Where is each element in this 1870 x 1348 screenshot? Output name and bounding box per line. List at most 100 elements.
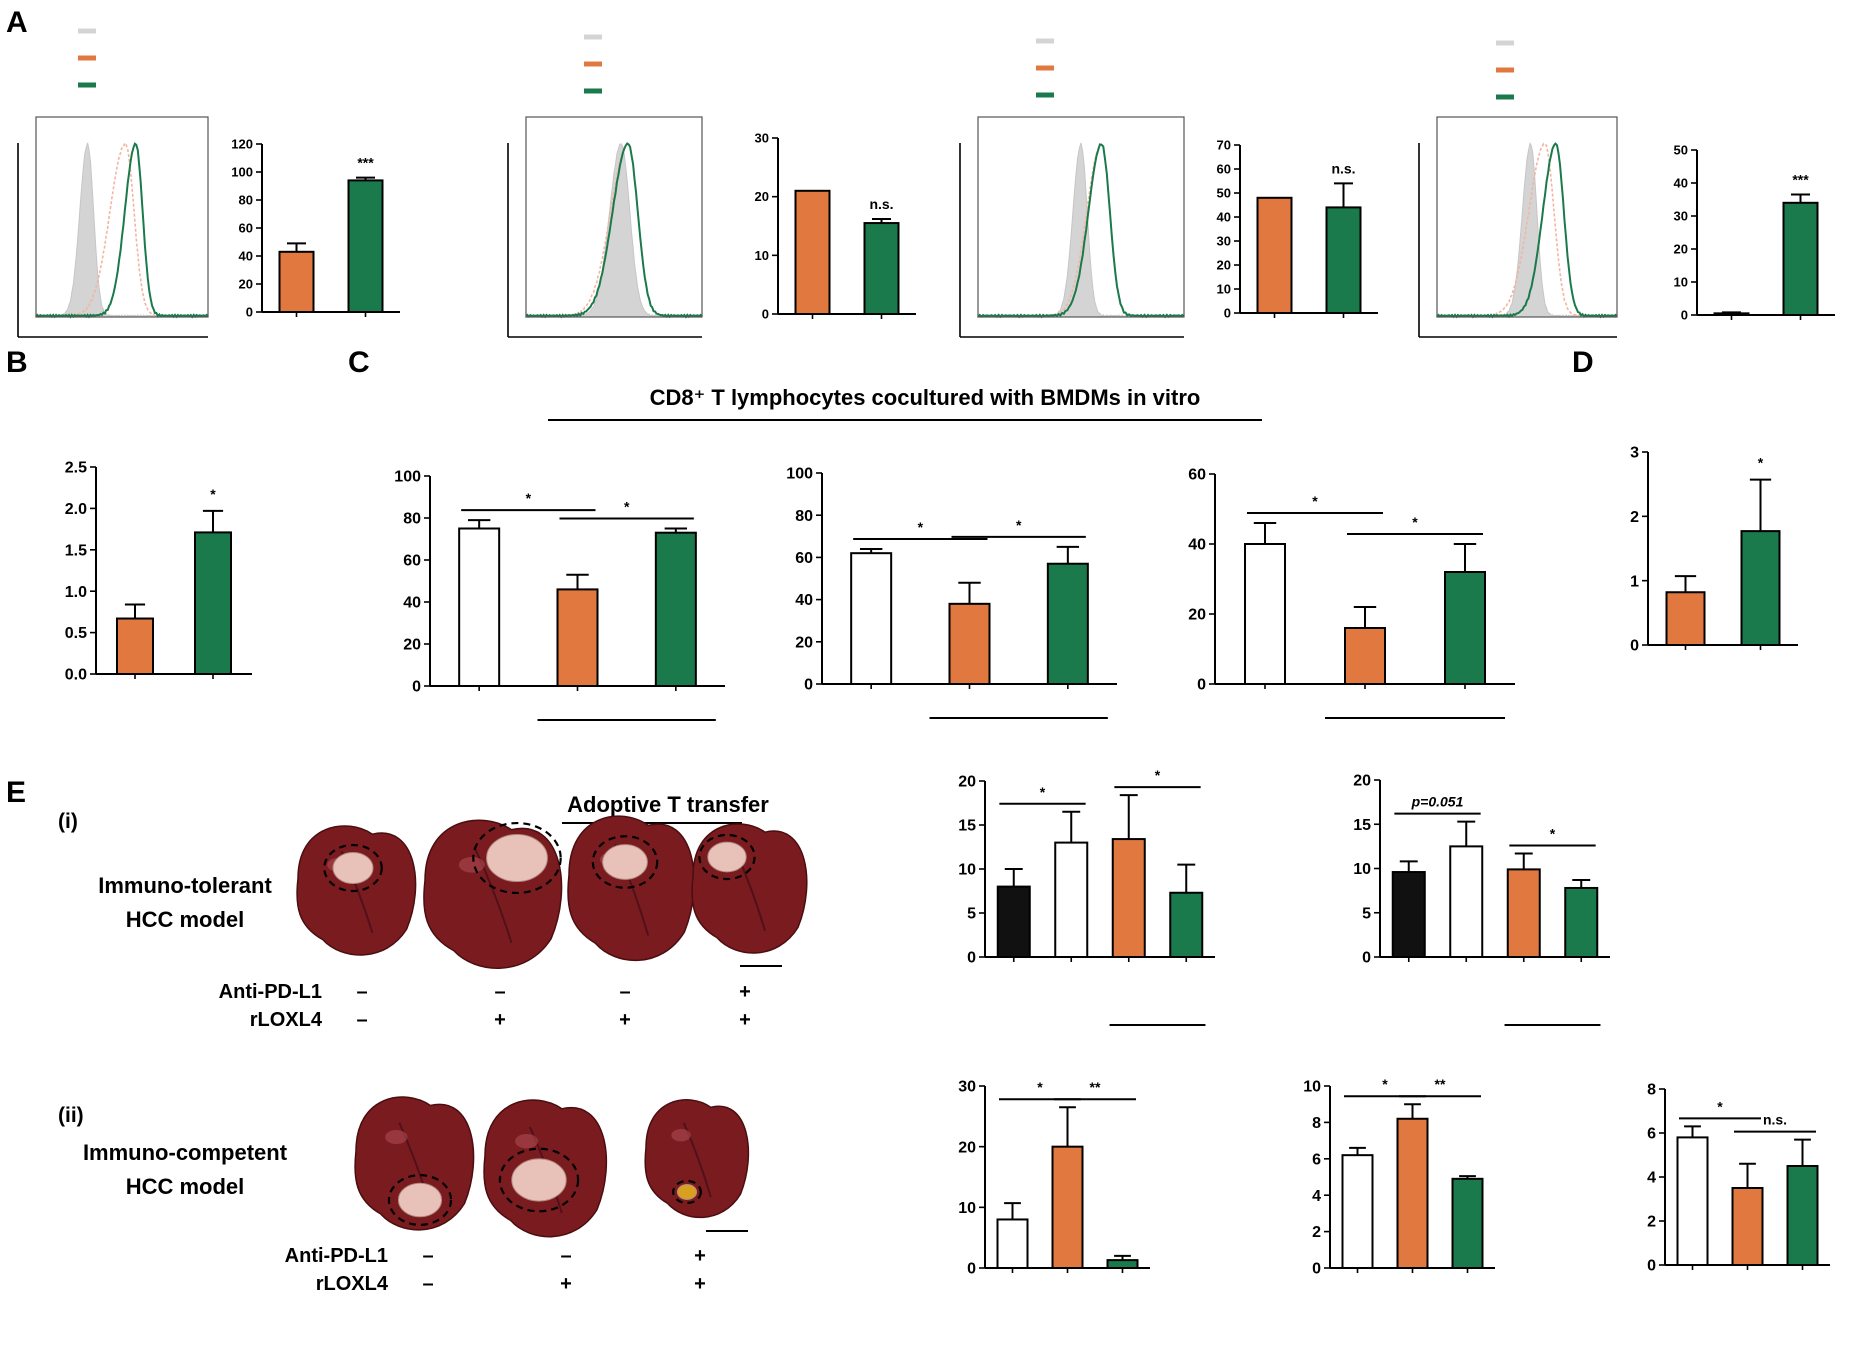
significance-label: * <box>918 519 924 535</box>
y-tick-label: 3 <box>1630 445 1639 462</box>
significance-label: n.s. <box>1331 160 1355 176</box>
significance-label: * <box>1040 784 1046 800</box>
y-tick-label: 60 <box>1217 162 1231 177</box>
significance-label: * <box>1412 514 1418 530</box>
photo-ii-sign-plus: + <box>560 1273 572 1295</box>
y-tick-label: 10 <box>1303 1079 1321 1096</box>
bar-rloxl4 <box>347 179 384 313</box>
y-tick-label: 30 <box>1674 209 1688 224</box>
y-tick-label: 0 <box>246 305 253 320</box>
y-tick-label: 2.5 <box>65 460 87 477</box>
bar-anti-pd-l1 <box>1046 562 1089 685</box>
bar-vehicle <box>1244 543 1286 685</box>
liver-photo-i-2 <box>423 819 563 969</box>
photo-i-sign-minus: – <box>356 1009 367 1031</box>
bar-vehicle <box>794 189 831 315</box>
y-tick-label: 0 <box>967 1261 976 1278</box>
bar-group-2 <box>1740 530 1781 647</box>
bar-rloxl4 <box>863 222 900 315</box>
photo-ii-sign-minus: – <box>422 1245 433 1267</box>
significance-label: p=0.051 <box>1411 794 1464 810</box>
chart-a4: 0 10 20 30 40 50 *** <box>1674 143 1835 323</box>
significance-label: * <box>210 486 216 502</box>
liver-tissue <box>644 1099 750 1219</box>
isotype-histogram <box>1436 141 1618 318</box>
chart-e5: 0 2 4 6 8 * n.s. <box>1647 1082 1830 1275</box>
y-tick-label: 0 <box>1224 306 1231 321</box>
y-tick-label: 20 <box>795 634 813 651</box>
isotype-histogram <box>525 143 703 318</box>
y-tick-label: 60 <box>1188 467 1206 484</box>
y-tick-label: 20 <box>1674 242 1688 257</box>
photo-i-sign-minus: – <box>494 981 505 1003</box>
panel-label-b: B <box>6 346 28 379</box>
y-tick-label: 2.0 <box>65 501 87 518</box>
y-tick-label: 6 <box>1312 1151 1321 1168</box>
y-tick-label: 100 <box>231 165 253 180</box>
y-tick-label: 5 <box>1362 905 1371 922</box>
y-tick-label: 2 <box>1312 1224 1321 1241</box>
y-tick-label: 40 <box>1674 176 1688 191</box>
significance-label: * <box>1717 1098 1723 1114</box>
y-tick-label: 0 <box>967 950 976 967</box>
bar-group-1 <box>996 885 1031 958</box>
tumor-nodule <box>486 833 548 883</box>
histogram-frame <box>525 116 703 318</box>
rloxl4-histogram <box>1436 142 1618 319</box>
bar-group-2 <box>1051 1145 1084 1269</box>
histogram-cd80 <box>959 38 1185 338</box>
y-tick-label: 4 <box>1312 1188 1321 1205</box>
bar-vehicle <box>1344 627 1386 685</box>
bar-group-4 <box>1564 886 1599 958</box>
significance-label: * <box>1758 455 1764 471</box>
significance-label: * <box>1312 493 1318 509</box>
y-tick-label: 0 <box>1312 1261 1321 1278</box>
model-label-tolerant-sub: HCC model <box>126 907 245 932</box>
bar-vehicle <box>116 617 154 675</box>
liver-photo-ii-1 <box>354 1096 475 1231</box>
y-tick-label: 10 <box>1217 282 1231 297</box>
y-tick-label: 50 <box>1674 143 1688 158</box>
y-tick-label: 50 <box>1217 186 1231 201</box>
tumor-outline <box>472 821 562 895</box>
panel-label-e-ii: (ii) <box>58 1104 84 1127</box>
y-tick-label: 80 <box>403 511 421 528</box>
significance-label: * <box>526 490 532 506</box>
photo-i-sign-minus: – <box>619 981 630 1003</box>
bar-group-3 <box>1106 1259 1139 1269</box>
y-tick-label: 0 <box>1630 638 1639 655</box>
significance-label: * <box>624 499 630 515</box>
bar-group-2 <box>1449 845 1484 958</box>
significance-label: * <box>1382 1076 1388 1092</box>
y-tick-label: 120 <box>231 137 253 152</box>
y-tick-label: 30 <box>958 1079 976 1096</box>
chart-d: 0 1 2 3 * <box>1630 445 1798 655</box>
bar-group-3 <box>1506 868 1541 959</box>
significance-label: * <box>1016 517 1022 533</box>
y-tick-label: 0 <box>804 677 813 694</box>
tumor-nodule <box>397 1182 443 1218</box>
photo-ii-sign-minus: – <box>422 1273 433 1295</box>
photo-ii-sign-plus: + <box>694 1273 706 1295</box>
photo-ii-row-antipdl1: Anti-PD-L1 <box>285 1245 388 1267</box>
chart-c2: 0 20 40 60 80 100 * * <box>786 466 1117 719</box>
histogram-pd-l2 <box>507 34 703 338</box>
tumor-outline <box>323 843 383 893</box>
y-tick-label: 1.0 <box>65 584 87 601</box>
panel-label-d: D <box>1572 346 1594 379</box>
y-tick-label: 10 <box>958 862 976 879</box>
liver-photo-ii-3 <box>644 1099 750 1219</box>
y-tick-label: 10 <box>1674 275 1688 290</box>
model-label-tolerant: Immuno-tolerant <box>98 873 272 898</box>
bar-group-3 <box>1451 1177 1484 1269</box>
y-tick-label: 70 <box>1217 138 1231 153</box>
panel-label-c: C <box>348 346 370 379</box>
y-tick-label: 100 <box>394 469 421 486</box>
specular-highlight <box>458 857 485 873</box>
y-tick-label: 1.5 <box>65 542 87 559</box>
y-tick-label: 20 <box>1353 773 1371 790</box>
bar-vehicle <box>1713 312 1750 317</box>
chart-a2: 0 10 20 30 n.s. <box>755 131 916 322</box>
